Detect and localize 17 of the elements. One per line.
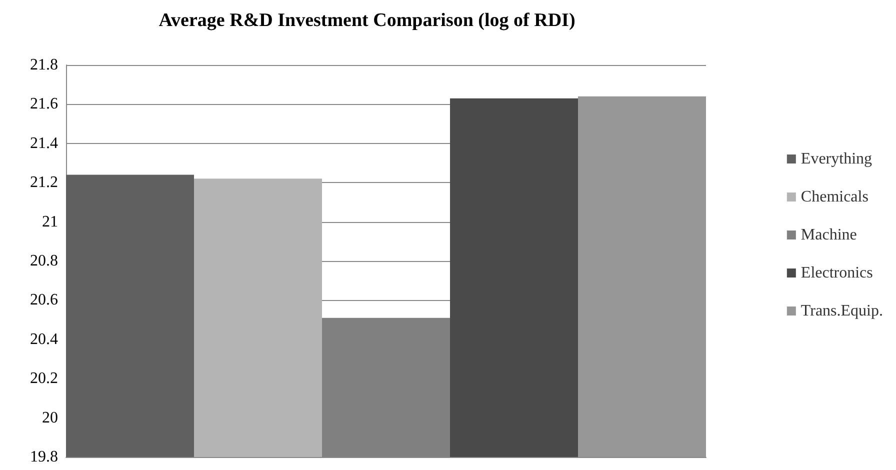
y-tick-label: 20 — [42, 409, 58, 426]
legend-label: Chemicals — [800, 188, 868, 206]
y-tick-label: 20.8 — [30, 252, 58, 270]
y-tick-label: 21 — [42, 213, 58, 230]
y-tick-label: 21.2 — [30, 174, 58, 192]
legend-label: Machine — [800, 226, 857, 244]
legend-label: Electronics — [800, 264, 873, 282]
y-tick-label: 19.8 — [30, 448, 58, 466]
chart-title: Average R&D Investment Comparison (log of RDI) — [158, 10, 576, 31]
y-tick-label: 20.6 — [30, 292, 58, 309]
y-tick-label: 20.4 — [30, 330, 58, 348]
y-tick-label: 20.2 — [30, 370, 58, 388]
y-tick-label: 21.6 — [30, 96, 58, 113]
legend-label: Trans.Equip. — [800, 302, 884, 320]
legend-label: Everything — [800, 150, 872, 168]
y-tick-label: 21.4 — [30, 134, 58, 152]
y-tick-label: 21.8 — [30, 56, 58, 74]
